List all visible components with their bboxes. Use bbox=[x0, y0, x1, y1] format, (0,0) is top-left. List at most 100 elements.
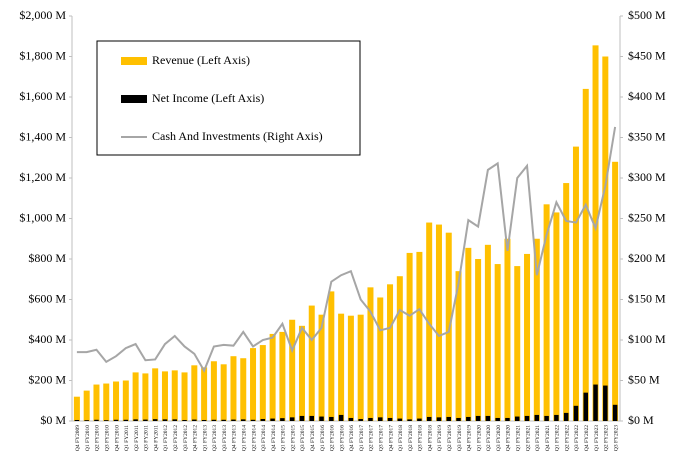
x-tick-label: Q3 FY2010 bbox=[105, 425, 111, 451]
bar bbox=[113, 419, 119, 421]
bar bbox=[250, 348, 257, 421]
x-tick-label: Q2 FY2015 bbox=[290, 425, 296, 451]
y-tick-label: $600 M bbox=[28, 291, 66, 305]
bar bbox=[446, 416, 451, 421]
x-tick-label: Q2 FY2011 bbox=[134, 425, 140, 451]
bar bbox=[309, 415, 314, 421]
x-tick-label: Q3 FY2016 bbox=[339, 425, 345, 451]
bar bbox=[504, 238, 511, 421]
x-tick-label: Q4 FY2018 bbox=[427, 425, 433, 451]
bar bbox=[593, 384, 598, 421]
bar bbox=[368, 417, 373, 421]
x-tick-label: Q1 FY2019 bbox=[437, 425, 443, 451]
x-tick-label: Q3 FY2020 bbox=[496, 425, 502, 451]
bar bbox=[221, 419, 226, 421]
bar bbox=[475, 415, 481, 421]
legend-swatch bbox=[121, 95, 147, 103]
bar bbox=[201, 367, 208, 421]
x-tick-label: Q4 FY2010 bbox=[114, 425, 120, 451]
bar bbox=[241, 419, 246, 421]
bar bbox=[220, 364, 227, 421]
x-tick-label: Q1 FY2011 bbox=[124, 425, 130, 451]
x-tick-label: Q1 FY2023 bbox=[594, 425, 600, 451]
bar bbox=[84, 420, 89, 421]
bar bbox=[426, 222, 433, 421]
legend-label: Revenue (Left Axis) bbox=[152, 53, 250, 67]
y-tick-label: $2,000 M bbox=[19, 8, 66, 22]
bar bbox=[592, 45, 599, 422]
x-tick-label: Q2 FY2013 bbox=[212, 425, 218, 451]
x-tick-label: Q3 FY2023 bbox=[613, 425, 619, 451]
bar bbox=[426, 416, 432, 421]
bar bbox=[348, 417, 354, 421]
bar bbox=[73, 396, 80, 421]
bar bbox=[298, 325, 305, 421]
bar bbox=[280, 418, 285, 421]
bar bbox=[553, 212, 560, 421]
x-tick-label: Q2 FY2020 bbox=[486, 425, 492, 451]
x-tick-label: Q3 FY2019 bbox=[457, 425, 463, 451]
y-tick-label: $1,200 M bbox=[19, 170, 66, 184]
bar bbox=[544, 415, 549, 421]
bar bbox=[161, 371, 168, 421]
x-tick-label: Q1 FY2014 bbox=[242, 425, 248, 451]
bar bbox=[603, 385, 608, 421]
y-tick-label: $0 M bbox=[40, 413, 66, 427]
legend-swatch bbox=[121, 57, 147, 65]
bar bbox=[230, 356, 237, 421]
bar bbox=[396, 276, 403, 421]
x-tick-label: Q3 FY2017 bbox=[379, 425, 385, 451]
y2-tick-label: $400 M bbox=[628, 89, 666, 103]
x-tick-label: Q4 FY2009 bbox=[75, 425, 81, 451]
y2-tick-label: $250 M bbox=[628, 210, 666, 224]
y-tick-label: $800 M bbox=[28, 251, 66, 265]
bar bbox=[534, 414, 540, 421]
bar bbox=[181, 372, 188, 421]
bar bbox=[572, 146, 579, 422]
bar bbox=[563, 183, 570, 421]
bar bbox=[279, 331, 286, 421]
x-tick-label: Q1 FY2017 bbox=[359, 425, 365, 451]
bar bbox=[475, 259, 482, 421]
bar bbox=[201, 419, 207, 421]
bar bbox=[378, 417, 383, 421]
line bbox=[76, 126, 617, 374]
legend-label: Cash And Investments (Right Axis) bbox=[152, 129, 323, 143]
x-tick-label: Q4 FY2015 bbox=[310, 425, 316, 451]
bar bbox=[357, 314, 364, 421]
bar bbox=[484, 244, 491, 421]
bar bbox=[417, 418, 422, 421]
y-tick-label: $1,000 M bbox=[19, 210, 66, 224]
x-tick-label: Q1 FY2012 bbox=[163, 425, 169, 451]
bar bbox=[172, 419, 177, 421]
x-tick-label: Q4 FY2013 bbox=[232, 425, 238, 451]
bar bbox=[612, 161, 619, 422]
bar bbox=[455, 271, 462, 421]
bar bbox=[515, 416, 520, 421]
bar bbox=[270, 418, 275, 421]
bar bbox=[573, 405, 579, 421]
x-tick-label: Q3 FY2011 bbox=[144, 425, 150, 451]
x-tick-label: Q3 FY2013 bbox=[222, 425, 228, 451]
bar bbox=[93, 384, 100, 421]
bar bbox=[456, 417, 461, 421]
bar bbox=[250, 419, 256, 421]
x-tick-label: Q4 FY2011 bbox=[153, 425, 159, 451]
x-tick-label: Q1 FY2016 bbox=[320, 425, 326, 451]
y2-tick-label: $0 M bbox=[628, 413, 654, 427]
bar bbox=[514, 266, 521, 421]
bar bbox=[152, 419, 158, 421]
x-tick-label: Q3 FY2018 bbox=[418, 425, 424, 451]
bar bbox=[289, 319, 296, 421]
bar bbox=[113, 381, 120, 421]
bar bbox=[543, 204, 550, 421]
bar bbox=[465, 247, 472, 421]
y2-tick-label: $50 M bbox=[628, 372, 660, 386]
y-tick-label: $400 M bbox=[28, 332, 66, 346]
x-tick-label: Q4 FY2020 bbox=[506, 425, 512, 451]
bar bbox=[259, 345, 266, 421]
x-tick-label: Q2 FY2018 bbox=[408, 425, 414, 451]
x-tick-label: Q3 FY2015 bbox=[300, 425, 306, 451]
y2-tick-label: $200 M bbox=[628, 251, 666, 265]
bar bbox=[231, 419, 236, 421]
